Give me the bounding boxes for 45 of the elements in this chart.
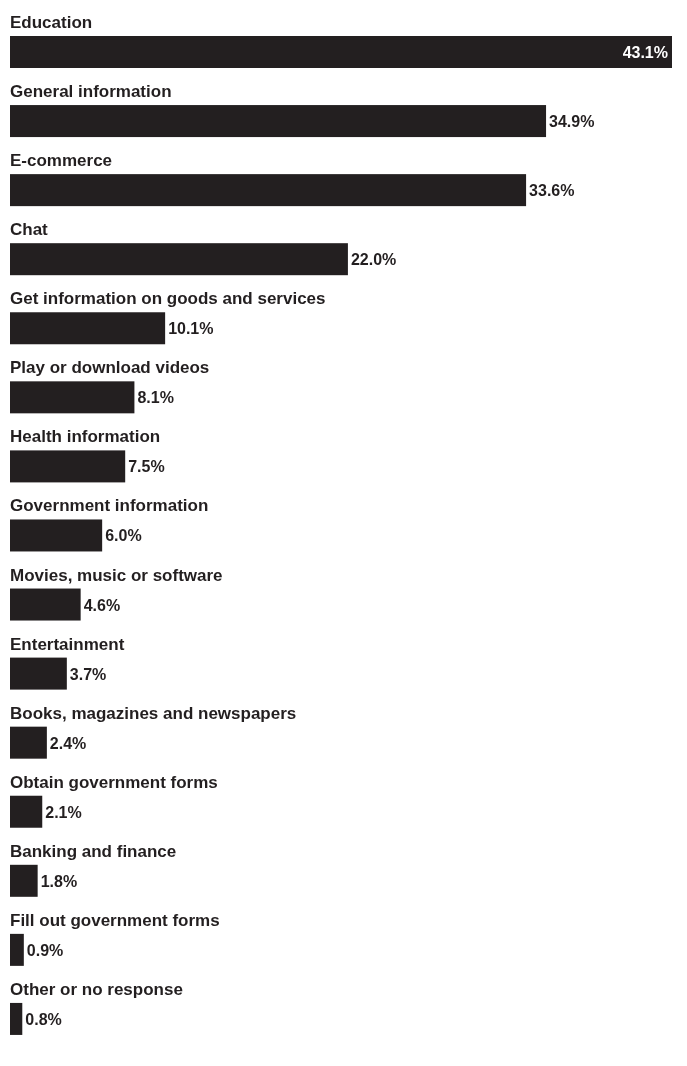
bar	[10, 588, 81, 621]
bar	[10, 1002, 23, 1035]
data-label: 22.0%	[350, 251, 397, 269]
data-label: 8.1%	[137, 389, 174, 407]
data-label: 0.9%	[26, 941, 64, 959]
y-tick-label: Health information	[10, 427, 161, 447]
data-label: 2.4%	[49, 734, 87, 752]
data-label: 6.0%	[105, 527, 142, 545]
y-tick-label: Banking and finance	[10, 841, 177, 861]
data-label: 2.1%	[45, 803, 82, 821]
data-label: 34.9%	[549, 113, 595, 131]
bar	[10, 657, 67, 690]
y-tick-label: General information	[10, 82, 172, 102]
bar	[10, 105, 547, 138]
bar	[10, 933, 24, 966]
y-tick-label: Other or no response	[10, 979, 183, 999]
y-tick-label: Movies, music or software	[10, 565, 223, 585]
y-tick-label: Books, magazines and newspapers	[10, 703, 297, 723]
data-label: 10.1%	[168, 320, 214, 338]
y-tick-label: Entertainment	[10, 634, 125, 654]
bar	[10, 726, 47, 759]
y-tick-label: Get information on goods and services	[10, 289, 326, 309]
data-label: 1.8%	[40, 872, 78, 890]
bar	[10, 174, 527, 207]
bar	[10, 243, 348, 276]
bar	[10, 381, 135, 414]
data-label: 33.6%	[529, 182, 575, 200]
y-tick-label: Play or download videos	[10, 358, 210, 378]
bar	[10, 36, 672, 68]
bar	[10, 519, 103, 552]
bar	[10, 795, 43, 828]
y-tick-label: Education	[10, 13, 93, 32]
y-tick-label: E-commerce	[10, 151, 113, 171]
data-label: 0.8%	[25, 1010, 62, 1028]
y-tick-label: Chat	[10, 220, 49, 240]
y-tick-label: Obtain government forms	[10, 772, 218, 792]
data-label: 4.6%	[83, 596, 121, 614]
bar	[10, 450, 126, 483]
data-label: 43.1%	[622, 44, 668, 61]
bar	[10, 864, 38, 897]
data-label: 3.7%	[69, 665, 107, 683]
y-tick-label: Government information	[10, 496, 209, 516]
data-label: 7.5%	[128, 458, 165, 476]
bar	[10, 312, 166, 345]
y-tick-label: Fill out government forms	[10, 910, 220, 930]
